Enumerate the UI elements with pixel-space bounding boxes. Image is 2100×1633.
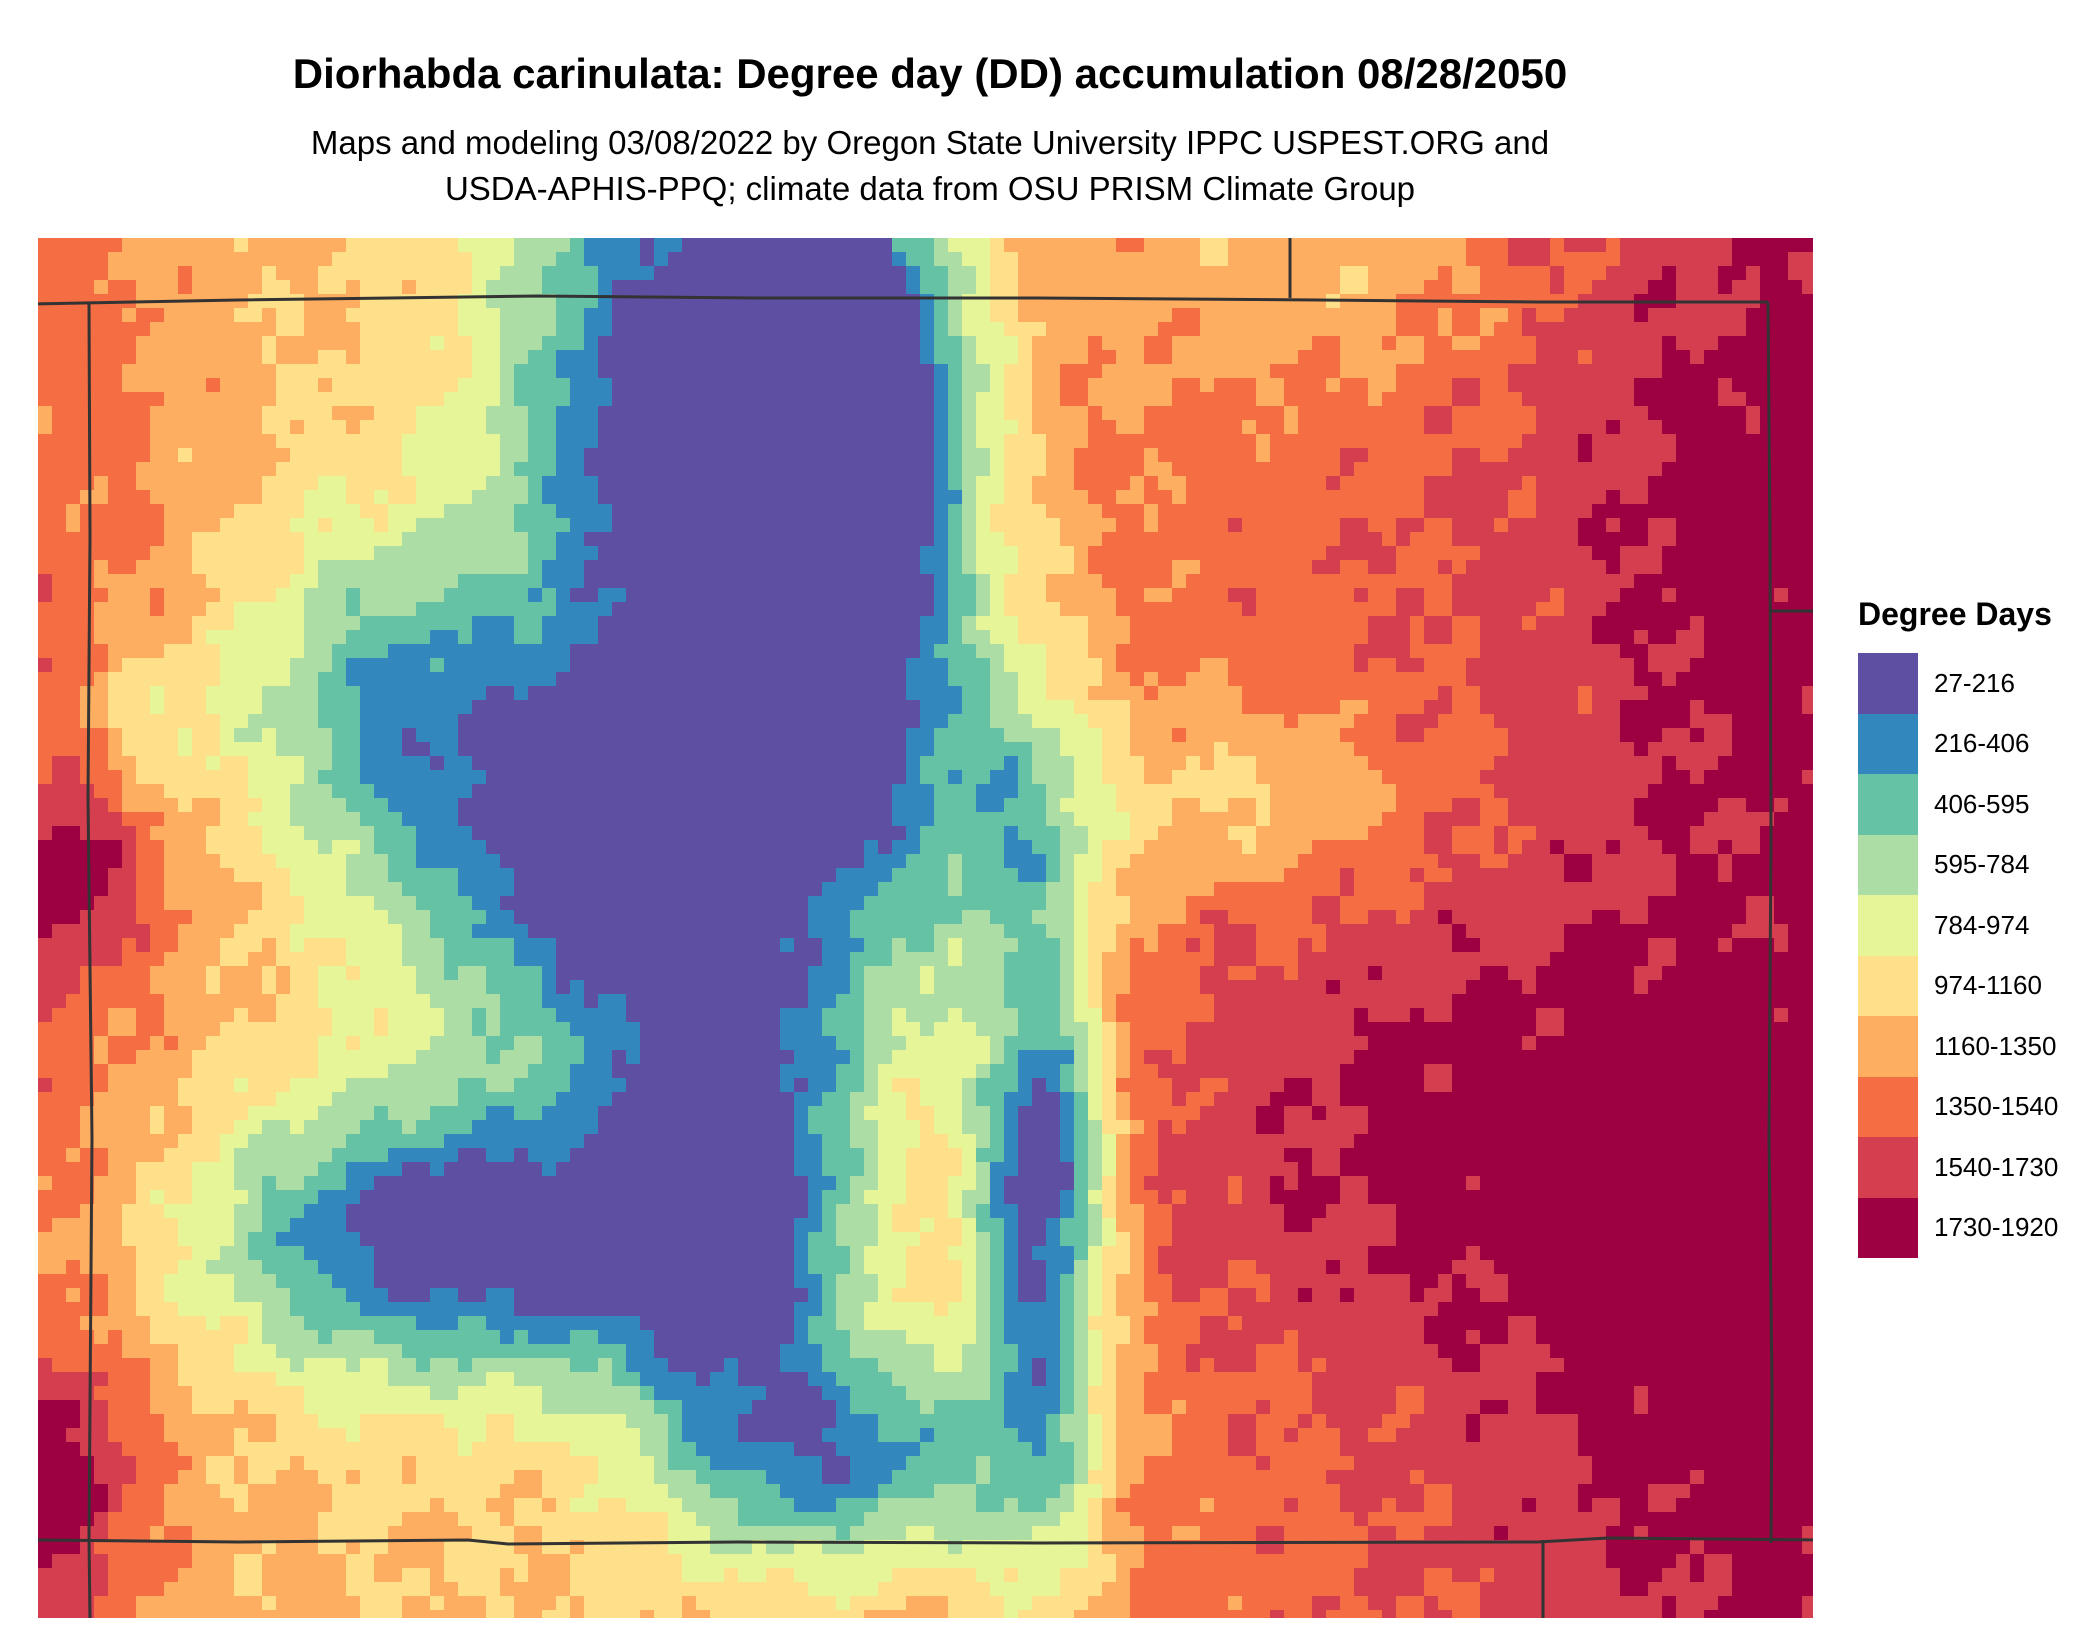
legend-swatch bbox=[1858, 713, 1918, 774]
legend: Degree Days 27-216 216-406 406-595 595-7… bbox=[1858, 596, 2058, 1258]
map-subtitle: Maps and modeling 03/08/2022 by Oregon S… bbox=[0, 120, 1860, 212]
legend-item: 1730-1920 bbox=[1858, 1197, 2059, 1258]
raster-cells bbox=[38, 238, 1813, 1618]
legend-item: 595-784 bbox=[1858, 834, 2058, 895]
subtitle-line-1: Maps and modeling 03/08/2022 by Oregon S… bbox=[310, 124, 1550, 161]
legend-label: 595-784 bbox=[1934, 849, 2030, 880]
legend-swatch bbox=[1858, 653, 1918, 714]
legend-item: 784-974 bbox=[1858, 895, 2058, 956]
legend-swatch bbox=[1858, 1016, 1918, 1077]
legend-swatch bbox=[1858, 895, 1918, 956]
legend-label: 1730-1920 bbox=[1934, 1212, 2059, 1243]
map-title: Diorhabda carinulata: Degree day (DD) ac… bbox=[292, 50, 1568, 97]
legend-label: 1540-1730 bbox=[1934, 1151, 2059, 1182]
legend-items: 27-216 216-406 406-595 595-784 784-974 9… bbox=[1858, 653, 2058, 1258]
legend-item: 1160-1350 bbox=[1858, 1016, 2058, 1077]
legend-item: 1350-1540 bbox=[1858, 1076, 2059, 1137]
state-borders bbox=[38, 238, 1813, 1618]
colorado-border-east bbox=[1766, 301, 1774, 1544]
legend-swatch bbox=[1858, 1137, 1918, 1198]
legend-label: 216-406 bbox=[1934, 728, 2030, 759]
colorado-border-top bbox=[38, 294, 1768, 306]
legend-item: 27-216 bbox=[1858, 653, 2058, 714]
colorado-border bbox=[86, 303, 94, 1618]
legend-swatch bbox=[1858, 955, 1918, 1016]
legend-swatch bbox=[1858, 1076, 1918, 1137]
degree-day-raster bbox=[38, 238, 1813, 1618]
legend-label: 974-1160 bbox=[1934, 970, 2042, 1001]
subtitle-line-2: USDA-APHIS-PPQ; climate data from OSU PR… bbox=[444, 170, 1416, 207]
legend-label: 1160-1350 bbox=[1934, 1030, 2057, 1061]
legend-swatch bbox=[1858, 1197, 1918, 1258]
legend-swatch bbox=[1858, 834, 1918, 895]
colorado-border-bottom bbox=[38, 1536, 1813, 1546]
legend-item: 1540-1730 bbox=[1858, 1137, 2058, 1198]
legend-label: 784-974 bbox=[1934, 909, 2030, 940]
legend-label: 1350-1540 bbox=[1934, 1091, 2059, 1122]
degree-day-map bbox=[38, 238, 1813, 1618]
legend-item: 216-406 bbox=[1858, 713, 2058, 774]
legend-item: 406-595 bbox=[1858, 774, 2058, 835]
legend-item: 974-1160 bbox=[1858, 955, 2058, 1016]
legend-swatch bbox=[1858, 774, 1918, 835]
legend-title: Degree Days bbox=[1858, 596, 2052, 632]
legend-label: 27-216 bbox=[1934, 667, 2015, 698]
legend-label: 406-595 bbox=[1934, 788, 2030, 819]
